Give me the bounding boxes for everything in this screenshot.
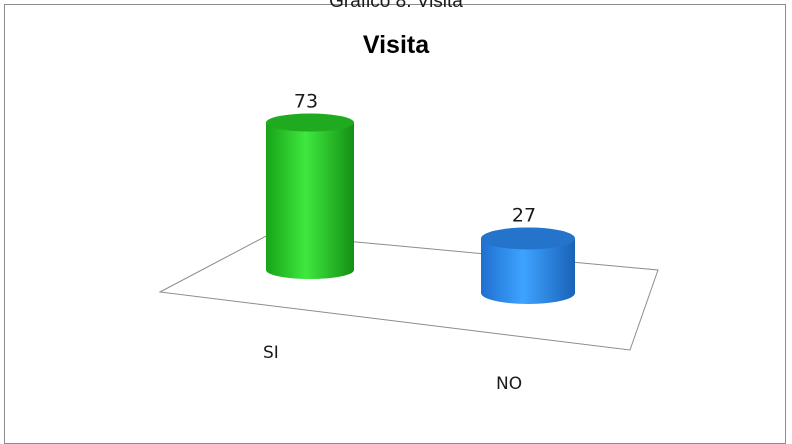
bars-group — [266, 113, 575, 304]
category-labels-group: SI NO — [263, 343, 522, 394]
category-label-si: SI — [263, 343, 279, 363]
data-label-no: 27 — [512, 204, 536, 226]
bar-top-no — [481, 227, 575, 250]
bar-no — [481, 227, 575, 304]
category-label-no: NO — [496, 374, 522, 394]
bar-body-si — [266, 122, 354, 279]
bar-top-si — [266, 113, 354, 132]
bar-body-no — [481, 238, 575, 304]
chart-title: Visita — [362, 31, 430, 59]
bar-si — [266, 113, 354, 279]
window-title: Gráfico 8: Visita — [329, 0, 463, 12]
chart-floor — [158, 233, 659, 351]
chart-frame — [4, 4, 786, 444]
value-labels-group: 73 27 — [294, 91, 536, 227]
data-label-si: 73 — [294, 91, 318, 113]
